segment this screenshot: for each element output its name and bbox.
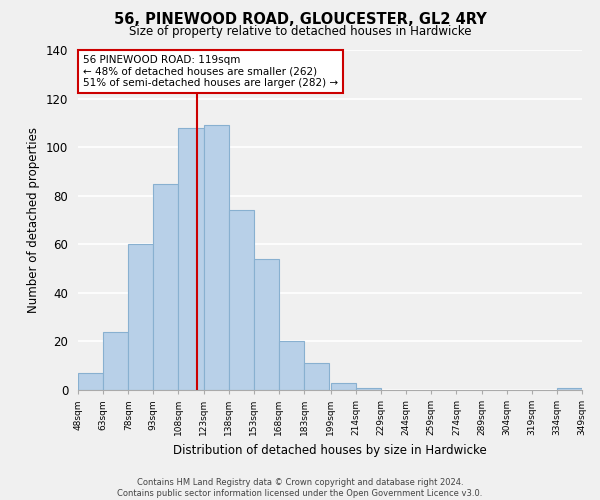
Bar [557, 388, 582, 390]
Bar [154, 184, 178, 390]
Bar [229, 210, 254, 390]
Y-axis label: Number of detached properties: Number of detached properties [28, 127, 40, 313]
Bar [78, 373, 103, 390]
Text: Contains HM Land Registry data © Crown copyright and database right 2024.
Contai: Contains HM Land Registry data © Crown c… [118, 478, 482, 498]
Bar [254, 259, 279, 390]
X-axis label: Distribution of detached houses by size in Hardwicke: Distribution of detached houses by size … [173, 444, 487, 456]
Bar [178, 128, 203, 390]
Text: 56, PINEWOOD ROAD, GLOUCESTER, GL2 4RY: 56, PINEWOOD ROAD, GLOUCESTER, GL2 4RY [113, 12, 487, 28]
Bar [304, 364, 329, 390]
Bar [279, 342, 304, 390]
Bar [128, 244, 154, 390]
Bar [203, 126, 229, 390]
Bar [103, 332, 128, 390]
Text: 56 PINEWOOD ROAD: 119sqm
← 48% of detached houses are smaller (262)
51% of semi-: 56 PINEWOOD ROAD: 119sqm ← 48% of detach… [83, 55, 338, 88]
Bar [331, 382, 356, 390]
Bar [356, 388, 381, 390]
Text: Size of property relative to detached houses in Hardwicke: Size of property relative to detached ho… [129, 24, 471, 38]
